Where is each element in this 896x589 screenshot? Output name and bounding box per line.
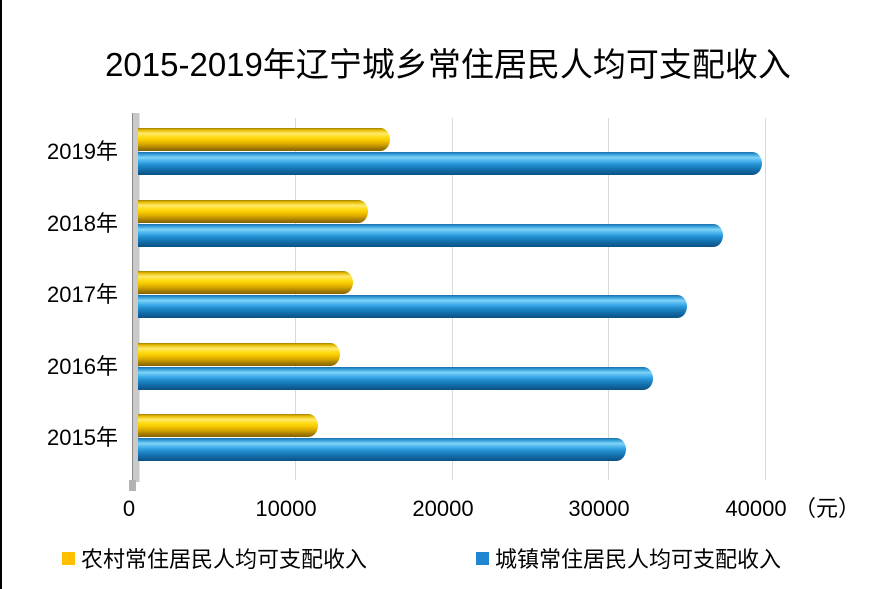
bar-2016年-urban: [138, 367, 653, 390]
y-axis-label-2016年: 2016年: [47, 354, 118, 379]
bar-2018年-urban: [138, 224, 723, 247]
bar-2016年-rural: [138, 343, 340, 366]
y-axis-label-2015年: 2015年: [47, 425, 118, 450]
axis-unit-label: （元）: [794, 496, 861, 521]
bar-2017年-urban: [138, 295, 687, 318]
bar-2018年-rural: [138, 200, 368, 223]
left-edge-line: [0, 0, 2, 589]
y-axis-label-2018年: 2018年: [47, 211, 118, 236]
rural-legend-label: 农村常住居民人均可支配收入: [81, 547, 368, 572]
axis-wall-foot: [129, 480, 136, 491]
y-axis-labels: 2019年 2018年 2017年 2016年 2015年: [18, 116, 118, 482]
legend-item-rural: 农村常住居民人均可支配收入: [62, 543, 367, 573]
legend-item-urban: 城镇常住居民人均可支配收入: [476, 543, 781, 573]
y-axis-label-2017年: 2017年: [47, 282, 118, 307]
bar-2015年-rural: [138, 414, 318, 437]
chart-title: 2015-2019年辽宁城乡常住居民人均可支配收入: [105, 46, 791, 84]
plot-area: 0 10000 20000 30000 40000 （元）: [123, 116, 860, 521]
bar-2019年-rural: [138, 128, 390, 151]
bar-2017年-rural: [138, 271, 353, 294]
bar-2019年-urban: [138, 152, 762, 175]
gridline-40000: [765, 118, 766, 480]
urban-legend-label: 城镇常住居民人均可支配收入: [495, 547, 782, 572]
bar-2015年-urban: [138, 438, 626, 461]
rural-legend-swatch: [62, 551, 75, 565]
y-axis-label-2019年: 2019年: [47, 139, 118, 164]
urban-legend-swatch: [476, 551, 489, 565]
legend: 农村常住居民人均可支配收入 城镇常住居民人均可支配收入: [0, 543, 896, 573]
